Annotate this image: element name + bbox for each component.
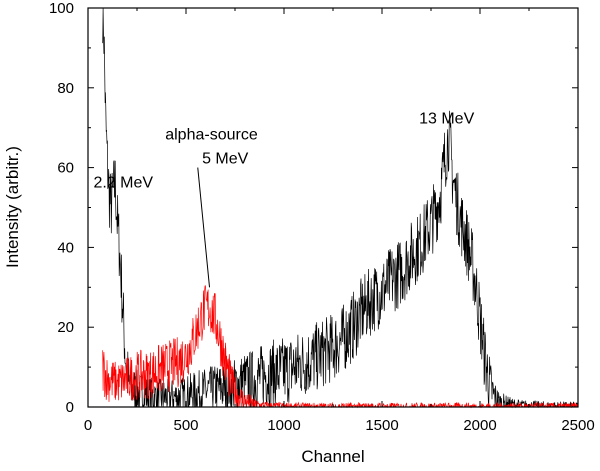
annotation-label: 2.2 MeV (93, 175, 153, 192)
y-tick-label: 100 (49, 0, 74, 17)
annotation-label: alpha-source (165, 127, 258, 144)
x-tick-label: 1000 (267, 417, 300, 434)
y-tick-label: 40 (57, 239, 74, 256)
y-tick-label: 0 (66, 399, 74, 416)
x-tick-label: 2000 (463, 417, 496, 434)
y-tick-label: 80 (57, 80, 74, 97)
x-tick-label: 1500 (365, 417, 398, 434)
x-tick-label: 2500 (561, 417, 594, 434)
y-tick-label: 20 (57, 319, 74, 336)
annotation-label: 13 MeV (419, 111, 474, 128)
y-axis-title: Intensity (arbitr.) (3, 146, 22, 268)
x-tick-label: 0 (84, 417, 92, 434)
x-tick-label: 500 (173, 417, 198, 434)
annotation-label: 5 MeV (202, 151, 249, 168)
x-axis-title: Channel (301, 447, 364, 466)
y-tick-label: 60 (57, 160, 74, 177)
spectrum-chart: 0 500 1000 1500 2000 2500 0 20 40 60 80 100 2.2 MeV… (0, 0, 600, 471)
